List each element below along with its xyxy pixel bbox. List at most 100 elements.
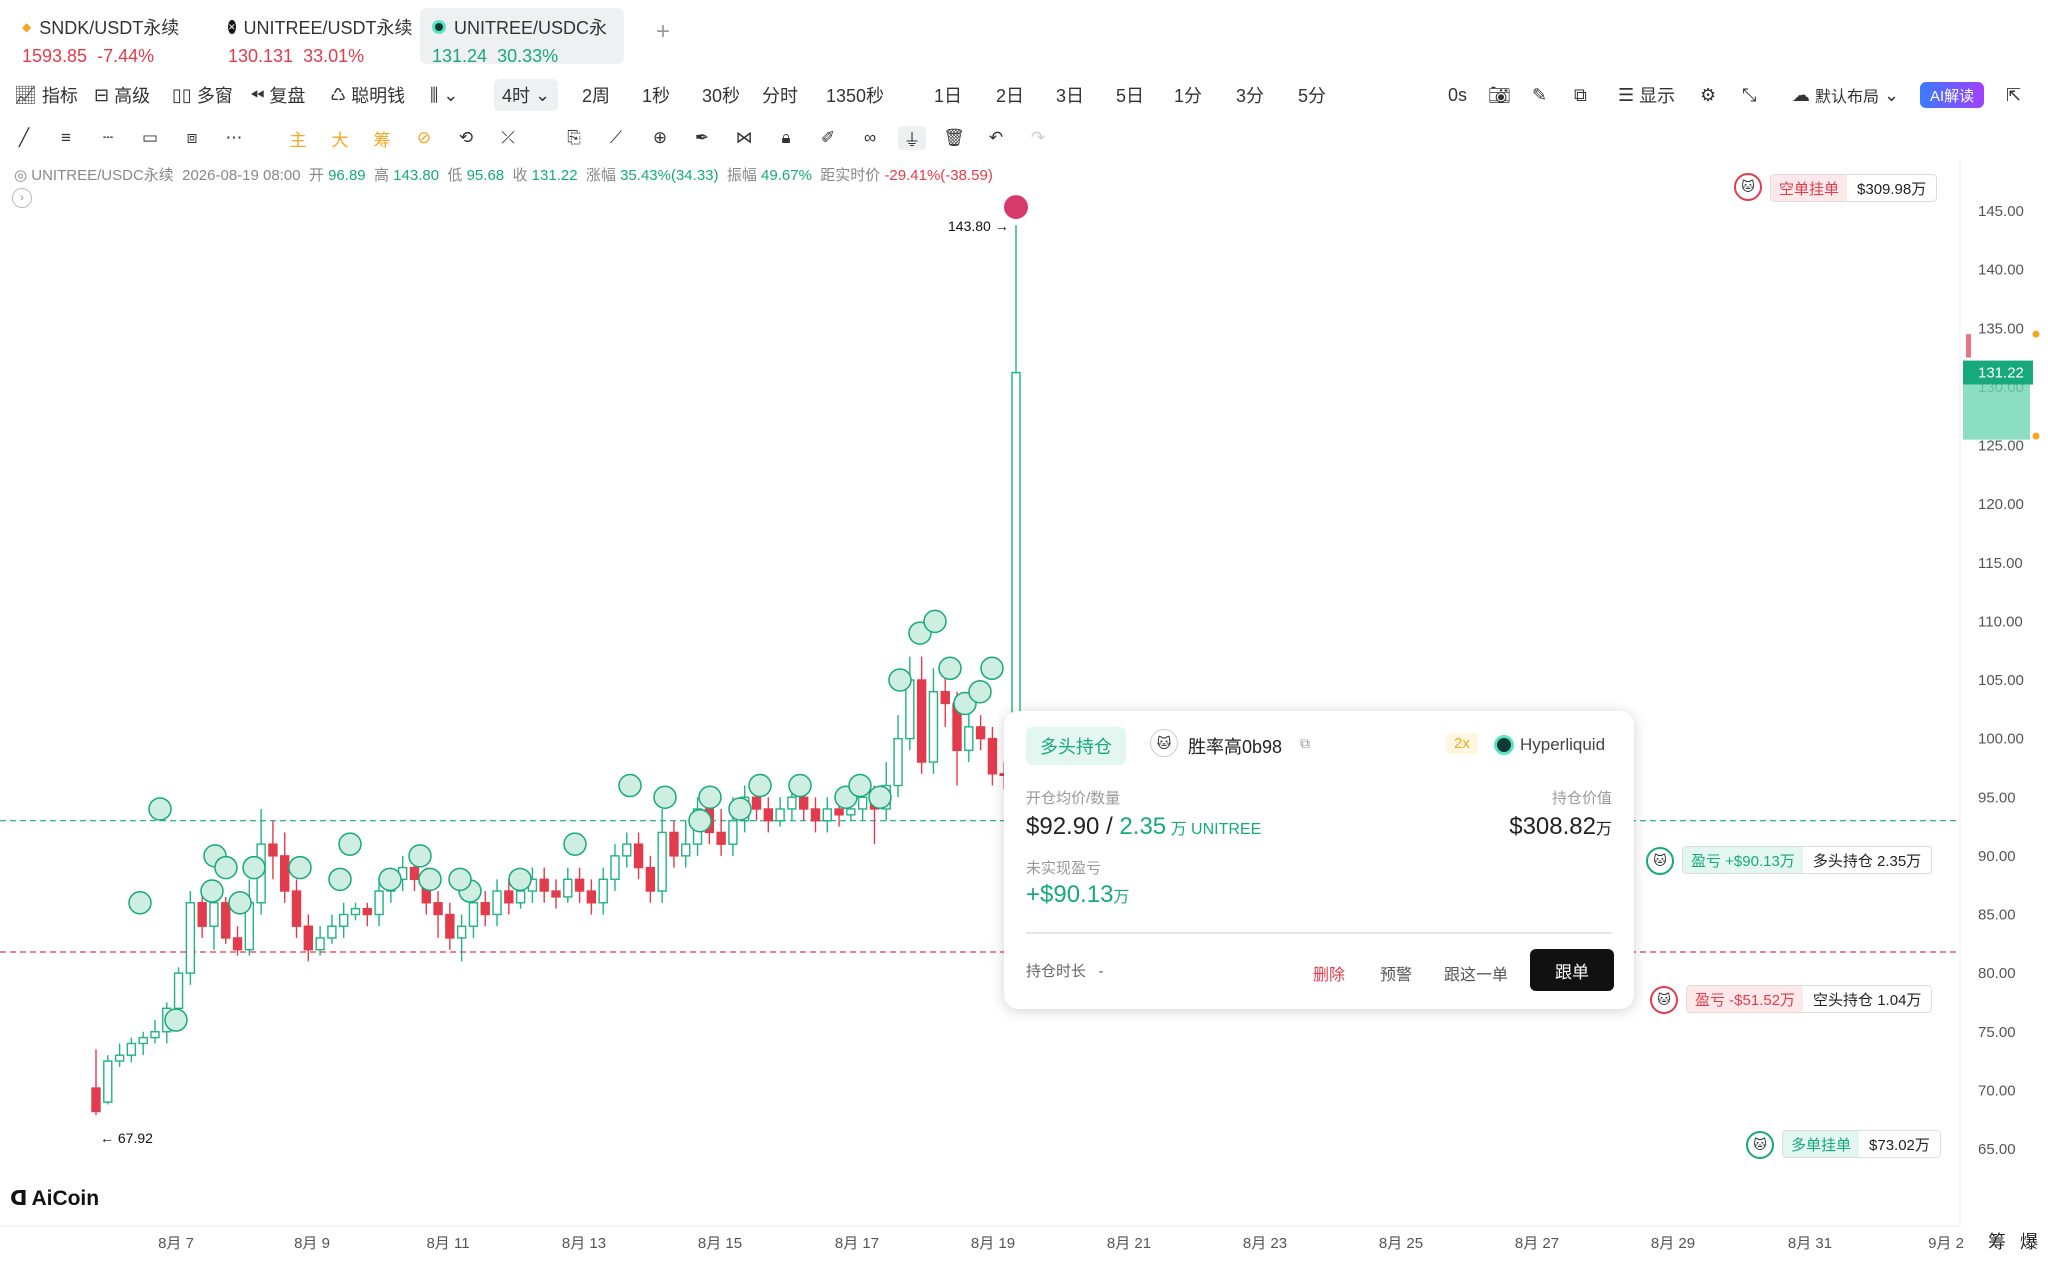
interval-option[interactable]: 30秒 <box>702 86 741 106</box>
edit-icon[interactable]: ✐ <box>820 128 836 147</box>
candle-body <box>433 902 443 916</box>
collapse-icon[interactable]: ⤡ <box>1742 84 1757 105</box>
candlestick-chart[interactable]: 145.00140.00135.00130.00125.00120.00115.… <box>0 160 2048 1263</box>
chips-icon[interactable]: 筹 <box>373 130 391 150</box>
big-order-icon[interactable]: 大 <box>331 130 349 150</box>
avg-value: $92.90 <box>1026 813 1100 840</box>
link-icon[interactable]: ∞ <box>863 128 877 147</box>
redo-icon[interactable]: ↷ <box>1030 128 1046 147</box>
chart-type-dropdown[interactable]: ⫼ ⌄ <box>430 74 458 116</box>
interval-option[interactable]: 分时 <box>762 86 798 106</box>
magnet-icon[interactable]: ⋈ <box>735 128 753 147</box>
main-force-icon[interactable]: 主 <box>289 130 307 150</box>
interval-option[interactable]: 1秒 <box>642 86 671 106</box>
tab-name: UNITREE/USDC永 <box>454 18 608 38</box>
tab-unitree-usdt[interactable]: ✕ UNITREE/USDT永续 130.131 33.01% <box>216 8 416 66</box>
candle-body <box>857 796 868 810</box>
cross-icon[interactable]: ⤫ <box>501 128 515 147</box>
sync-icon[interactable]: ⟲ <box>458 128 474 147</box>
candle-body <box>103 1060 113 1103</box>
tab-unitree-usdc[interactable]: UNITREE/USDC永 131.24 30.33% <box>420 8 624 66</box>
chips-corner-button[interactable]: 筹 <box>1988 1232 2006 1252</box>
share-icon[interactable]: ⧉ <box>1574 84 1587 105</box>
countdown: 0s <box>1448 84 1468 105</box>
candle-body <box>480 902 490 916</box>
layout-dropdown[interactable]: ☁︎ 默认布局 ⌄ <box>1792 74 1899 116</box>
short-pending-label[interactable]: 空单挂单 $309.98万 <box>1770 174 1938 202</box>
interval-option[interactable]: 2周 <box>582 86 611 106</box>
avatar[interactable]: 🐱 <box>1746 1131 1774 1159</box>
rect-icon[interactable]: ▭ <box>141 128 159 147</box>
camera-icon[interactable]: 📷︎ <box>1488 84 1511 105</box>
ruler-icon[interactable]: ⟋ <box>610 128 622 147</box>
chart-icon[interactable]: ⊘ <box>416 128 432 147</box>
trader-marker <box>653 785 677 809</box>
hlines-icon[interactable]: ≡ <box>61 128 71 147</box>
x-circle-icon: ✕ <box>228 20 236 34</box>
label-kind: 空单挂单 <box>1771 175 1848 201</box>
pnl: +$90.13万 <box>1026 881 1129 909</box>
settings-icon[interactable]: ⚙︎ <box>1700 84 1717 105</box>
external-icon[interactable]: ⇱ <box>2006 84 2022 105</box>
replay-button[interactable]: ⏪︎ 复盘 <box>250 74 305 116</box>
interval-option[interactable]: 5日 <box>1116 86 1145 106</box>
x-tick-label: 9月 2 <box>1928 1235 1964 1252</box>
filter-icon[interactable]: ⏚ <box>898 126 926 150</box>
grid-icon: ▯▯ <box>172 84 192 105</box>
tab-change: 30.33% <box>497 46 559 66</box>
lock-icon[interactable]: 🔒︎ <box>781 128 791 147</box>
brush-icon[interactable]: ✒ <box>694 128 710 147</box>
bookmark-icon[interactable]: ⎘ <box>567 128 581 147</box>
smart-money-button[interactable]: ♺ 聪明钱 <box>330 74 405 116</box>
zoom-icon[interactable]: ⊕ <box>652 128 668 147</box>
long-pending-label[interactable]: 多单挂单 $73.02万 <box>1782 1130 1941 1158</box>
trash-icon[interactable]: 🗑︎ <box>943 128 965 147</box>
high-label: 高 <box>373 167 389 184</box>
hyperliquid-icon <box>432 20 446 34</box>
candle-body <box>551 890 561 898</box>
interval-option[interactable]: 3分 <box>1236 86 1265 106</box>
line-icon[interactable]: ╱ <box>18 128 30 147</box>
multi-window-button[interactable]: ▯▯ 多窗 <box>172 74 233 116</box>
follow-one-button[interactable]: 跟这一单 <box>1444 967 1509 984</box>
chevron-down-icon: ⌄ <box>535 84 551 105</box>
interval-option[interactable]: 1日 <box>934 86 963 106</box>
copy-icon[interactable]: ⧉ <box>1300 735 1310 751</box>
liq-corner-button[interactable]: 爆 <box>2020 1232 2038 1252</box>
avatar[interactable]: 🐱 <box>1646 847 1674 875</box>
y-tick-label: 115.00 <box>1978 555 2023 572</box>
candle-body <box>280 855 290 892</box>
trader-name[interactable]: 胜率高0b98 <box>1188 737 1283 757</box>
indicator-icon: 📈︎ <box>14 84 37 105</box>
follow-button[interactable]: 跟单 <box>1530 949 1614 991</box>
undo-icon[interactable]: ↶ <box>988 128 1004 147</box>
fib-icon[interactable]: ⧈ <box>186 128 198 147</box>
avatar[interactable]: 🐱 <box>1650 986 1678 1014</box>
indicator-button[interactable]: 📈︎ 指标 <box>14 74 78 116</box>
interval-selected[interactable]: 4时 ⌄ <box>494 79 559 111</box>
short-position-label[interactable]: 盈亏 -$51.52万 空头持仓 1.04万 <box>1686 985 1933 1013</box>
delete-button[interactable]: 删除 <box>1313 967 1346 984</box>
tab-sndk[interactable]: ◆ SNDK/USDT永续 1593.85 -7.44% <box>10 8 200 66</box>
interval-option[interactable]: 5分 <box>1298 86 1327 106</box>
interval-option[interactable]: 2日 <box>996 86 1025 106</box>
pen-icon[interactable]: ✎ <box>1532 84 1548 105</box>
pnl-label: 未实现盈亏 <box>1026 860 1102 877</box>
y-tick-label: 70.00 <box>1978 1082 2016 1099</box>
hline-icon[interactable]: ┄ <box>102 128 114 147</box>
long-position-label[interactable]: 盈亏 +$90.13万 多头持仓 2.35万 <box>1682 846 1933 874</box>
ai-button[interactable]: AI解读 <box>1920 82 1985 108</box>
candle-body <box>822 808 832 822</box>
x-tick-label: 8月 9 <box>294 1235 330 1252</box>
expand-icon[interactable]: › <box>12 188 32 208</box>
display-button[interactable]: ☰ 显示 <box>1618 74 1675 116</box>
interval-option[interactable]: 1350秒 <box>826 86 885 106</box>
advanced-button[interactable]: ⊟ 高级 <box>94 74 150 116</box>
interval-option[interactable]: 1分 <box>1174 86 1203 106</box>
more-icon[interactable]: ⋯ <box>225 128 243 147</box>
alert-button[interactable]: 预警 <box>1380 967 1413 984</box>
avatar[interactable]: 🐱 <box>1734 173 1762 201</box>
add-tab-button[interactable]: + <box>656 18 671 45</box>
interval-option[interactable]: 3日 <box>1056 86 1085 106</box>
value-label: 持仓价值 <box>1551 790 1612 807</box>
